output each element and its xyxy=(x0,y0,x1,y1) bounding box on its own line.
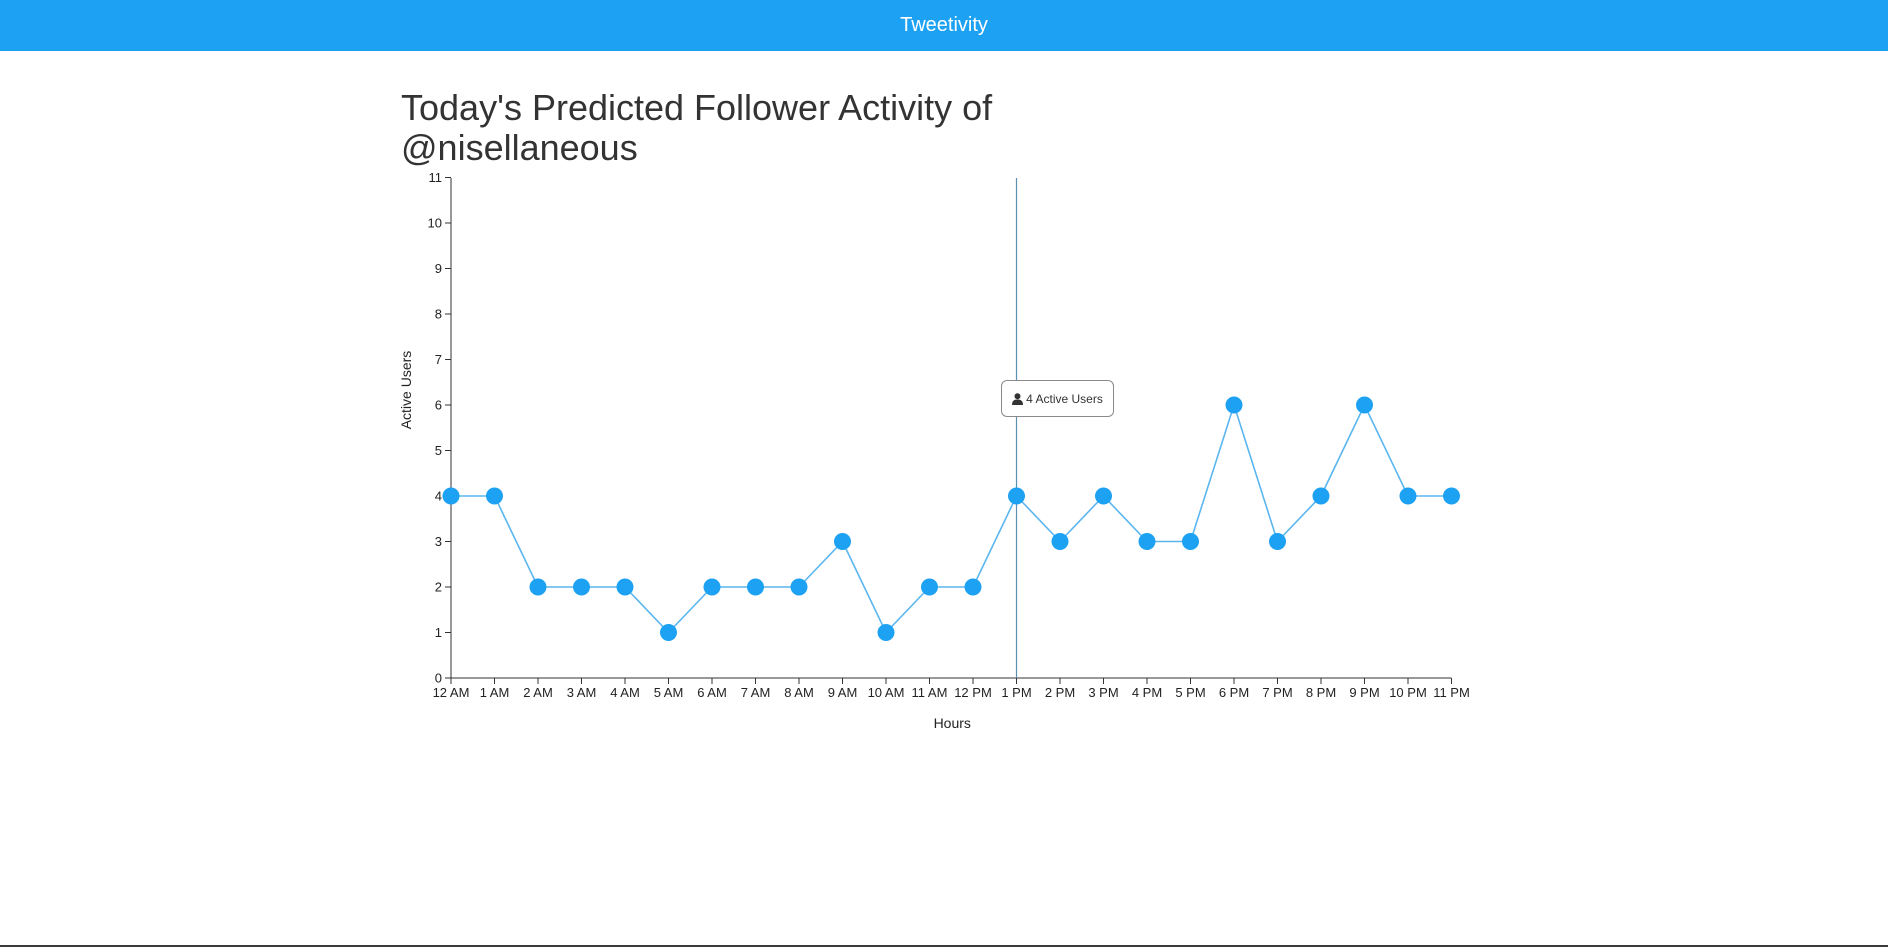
data-point[interactable] xyxy=(486,487,503,505)
data-point[interactable] xyxy=(529,578,547,596)
x-tick-label: 4 AM xyxy=(610,685,640,700)
user-icon xyxy=(1012,392,1024,405)
activity-tooltip: 4 Active Users xyxy=(1001,380,1114,417)
x-tick-label: 1 AM xyxy=(480,685,510,700)
tooltip-text: 4 Active Users xyxy=(1026,391,1103,406)
navbar: Tweetivity xyxy=(0,0,1888,51)
y-tick-label: 2 xyxy=(435,580,442,595)
page-title: Today's Predicted Follower Activity of @… xyxy=(401,87,993,168)
series-line xyxy=(451,402,1452,634)
data-point[interactable] xyxy=(1095,487,1112,505)
x-tick-label: 10 PM xyxy=(1389,685,1427,700)
data-point[interactable] xyxy=(616,578,634,596)
y-tick-label: 7 xyxy=(435,352,442,367)
x-tick-label: 4 PM xyxy=(1132,685,1162,700)
y-tick-label: 6 xyxy=(435,398,442,413)
y-tick-label: 11 xyxy=(429,170,443,185)
x-tick-label: 12 AM xyxy=(433,685,470,700)
window-bottom-border xyxy=(0,945,1888,947)
y-tick-label: 4 xyxy=(435,489,442,504)
data-point[interactable] xyxy=(964,578,982,596)
data-point[interactable] xyxy=(877,624,895,641)
x-tick-label: 7 AM xyxy=(741,685,771,700)
x-tick-label: 9 PM xyxy=(1349,685,1379,700)
y-tick-label: 5 xyxy=(435,443,442,458)
x-tick-label: 8 AM xyxy=(784,685,814,700)
y-tick-label: 9 xyxy=(435,261,442,276)
x-tick-label: 11 PM xyxy=(1433,685,1470,700)
data-point[interactable] xyxy=(1138,533,1156,550)
x-tick-label: 10 AM xyxy=(868,685,905,700)
x-tick-label: 1 PM xyxy=(1001,685,1031,700)
data-point[interactable] xyxy=(747,578,764,596)
data-point[interactable] xyxy=(1182,533,1199,550)
x-tick-label: 6 AM xyxy=(697,685,727,700)
data-point[interactable] xyxy=(1443,487,1460,505)
data-point[interactable] xyxy=(660,624,677,641)
brand-link[interactable]: Tweetivity xyxy=(900,14,988,36)
data-point[interactable] xyxy=(1312,487,1330,505)
data-point[interactable] xyxy=(1399,487,1417,505)
x-tick-label: 9 AM xyxy=(828,685,858,700)
y-tick-label: 0 xyxy=(435,671,442,686)
y-tick-label: 1 xyxy=(435,625,442,640)
x-tick-label: 8 PM xyxy=(1306,685,1336,700)
data-point[interactable] xyxy=(1008,487,1025,505)
data-point[interactable] xyxy=(573,578,590,596)
y-tick-label: 3 xyxy=(435,534,442,549)
x-tick-label: 7 PM xyxy=(1262,685,1292,700)
data-point[interactable] xyxy=(1225,396,1243,414)
x-tick-label: 6 PM xyxy=(1219,685,1249,700)
x-tick-label: 3 AM xyxy=(567,685,597,700)
y-axis-title: Active Users xyxy=(398,351,414,430)
x-axis-title: Hours xyxy=(934,715,971,731)
y-tick-label: 10 xyxy=(428,216,442,231)
x-tick-label: 5 AM xyxy=(654,685,684,700)
data-point[interactable] xyxy=(1051,533,1069,550)
x-tick-label: 11 AM xyxy=(912,685,948,700)
data-point[interactable] xyxy=(834,533,851,550)
data-point[interactable] xyxy=(1356,396,1373,414)
x-tick-label: 2 PM xyxy=(1045,685,1075,700)
data-point[interactable] xyxy=(790,578,808,596)
x-tick-label: 2 AM xyxy=(523,685,553,700)
x-tick-label: 3 PM xyxy=(1088,685,1118,700)
y-tick-label: 8 xyxy=(435,307,442,322)
x-tick-label: 12 PM xyxy=(954,685,992,700)
data-point[interactable] xyxy=(1269,533,1286,550)
data-point[interactable] xyxy=(921,578,938,596)
data-point[interactable] xyxy=(703,578,721,596)
data-point[interactable] xyxy=(442,487,460,505)
x-tick-label: 5 PM xyxy=(1175,685,1205,700)
